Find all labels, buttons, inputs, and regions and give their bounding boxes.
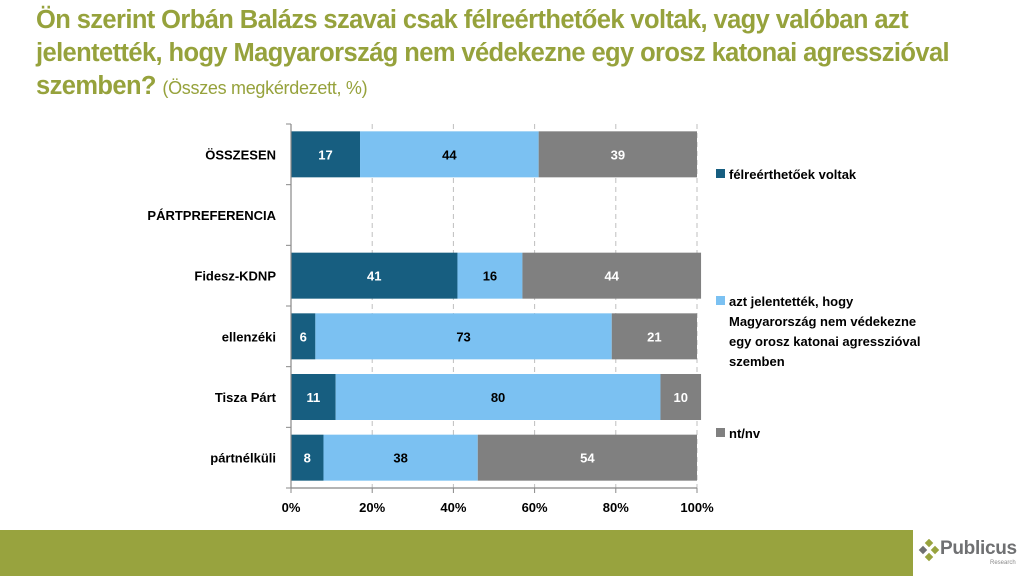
logo-diamonds-icon bbox=[918, 539, 940, 562]
footer-band bbox=[0, 530, 913, 576]
bar-segment bbox=[315, 313, 612, 360]
category-label: PÁRTPREFERENCIA bbox=[147, 208, 276, 223]
data-label: 21 bbox=[647, 329, 661, 344]
bar-segment bbox=[291, 313, 316, 360]
axes: 0% 20% 40% 60% 80% 100% ÖSSZESEN PÁRTPREFERENCI… bbox=[147, 123, 714, 515]
data-label: 16 bbox=[483, 269, 497, 284]
data-label: 80 bbox=[491, 390, 505, 405]
data-label: 44 bbox=[605, 269, 620, 284]
data-label: 10 bbox=[674, 390, 688, 405]
legend-label: egy orosz katonai agresszióval bbox=[729, 334, 920, 349]
data-label: 11 bbox=[306, 390, 320, 405]
stacked-bar-chart: 17 44 39 41 16 44 6 73 21 11 80 10 8 38 54 0% 20% 40% 60%… bbox=[147, 123, 920, 515]
chart-title: Ön szerint Orbán Balázs szavai csak félr… bbox=[36, 4, 1016, 105]
x-tick-label: 40% bbox=[440, 500, 466, 515]
x-tick-label: 80% bbox=[603, 500, 629, 515]
category-label: Fidesz-KDNP bbox=[194, 269, 276, 284]
bar-segment bbox=[538, 131, 697, 178]
x-tick-label: 100% bbox=[680, 500, 714, 515]
legend-swatch bbox=[716, 296, 725, 305]
data-label: 73 bbox=[456, 329, 470, 344]
legend-label: szemben bbox=[729, 354, 785, 369]
data-label: 8 bbox=[304, 451, 311, 466]
bar-segment bbox=[291, 252, 458, 299]
legend-swatch bbox=[716, 169, 725, 178]
category-label: Tisza Párt bbox=[215, 390, 277, 405]
bar-segment bbox=[360, 131, 539, 178]
grid-lines bbox=[371, 124, 698, 488]
bar-segment bbox=[291, 374, 336, 420]
data-label: 41 bbox=[367, 269, 381, 284]
bar-segment bbox=[522, 252, 702, 299]
logo-name: Publicus bbox=[940, 538, 1017, 559]
bar-segment bbox=[291, 434, 324, 481]
title-main: Ön szerint Orbán Balázs szavai csak félr… bbox=[36, 6, 950, 100]
legend-label: félreérthetőek voltak bbox=[729, 167, 857, 182]
bar-segment bbox=[611, 313, 697, 360]
x-tick-label: 0% bbox=[282, 500, 301, 515]
bars: 17 44 39 41 16 44 6 73 21 11 80 10 8 38 54 bbox=[291, 131, 702, 481]
legend-label: Magyarország nem védekezne bbox=[729, 314, 916, 329]
legend: félreérthetőek voltak azt jelentették, ho… bbox=[716, 167, 920, 441]
bar-segment bbox=[660, 374, 702, 420]
category-label: pártnélküli bbox=[210, 451, 276, 466]
category-label: ellenzéki bbox=[222, 329, 276, 344]
data-label: 54 bbox=[580, 451, 595, 466]
logo-tagline: Research bbox=[990, 560, 1016, 566]
legend-swatch bbox=[716, 428, 725, 437]
legend-label: azt jelentették, hogy bbox=[729, 294, 854, 309]
data-label: 44 bbox=[442, 147, 457, 162]
bar-segment bbox=[335, 374, 661, 420]
x-tick-label: 20% bbox=[359, 500, 385, 515]
bar-segment bbox=[323, 434, 478, 481]
data-label: 39 bbox=[611, 147, 625, 162]
bar-segment bbox=[477, 434, 697, 481]
data-label: 6 bbox=[300, 329, 307, 344]
bar-segment bbox=[457, 252, 523, 299]
legend-label: nt/nv bbox=[729, 426, 761, 441]
category-label: ÖSSZESEN bbox=[205, 147, 276, 162]
data-label: 38 bbox=[393, 451, 407, 466]
publicus-logo: Publicus Research bbox=[918, 536, 1022, 572]
bar-segment bbox=[291, 131, 361, 178]
x-tick-label: 60% bbox=[522, 500, 548, 515]
title-subtitle: (Összes megkérdezett, %) bbox=[162, 78, 368, 98]
data-label: 17 bbox=[318, 147, 332, 162]
